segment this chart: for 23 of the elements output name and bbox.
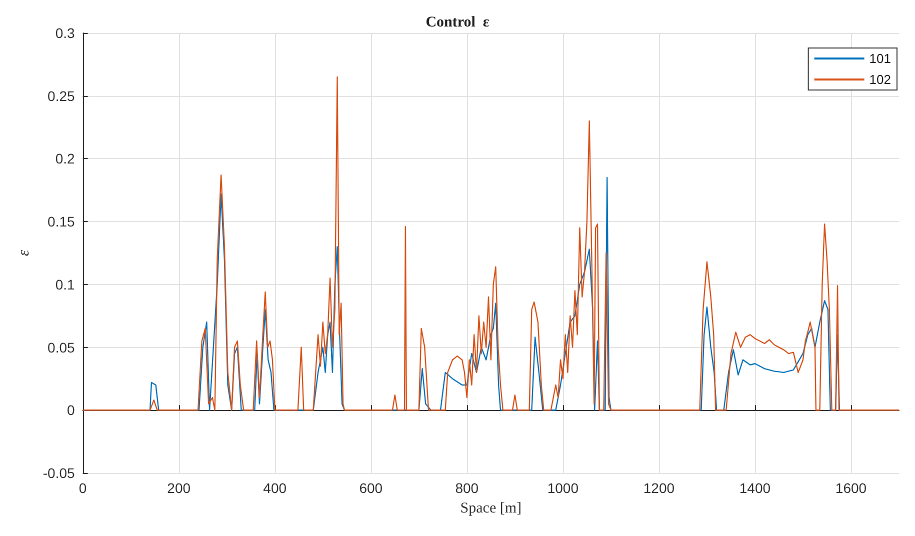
x-tick-label: 200 [167, 480, 191, 496]
x-tick-label: 1600 [835, 480, 867, 496]
y-tick-label: -0.05 [42, 465, 76, 481]
y-tick-label: 0.3 [55, 25, 76, 41]
y-tick-label: 0.05 [48, 339, 76, 356]
x-tick-label: 600 [359, 480, 383, 496]
y-tick-label: 0 [67, 402, 76, 418]
x-tick-label: 400 [263, 480, 287, 496]
y-tick-label: 0.2 [55, 150, 76, 167]
x-tick-label: 1200 [643, 480, 675, 496]
chart-title: Control ε [426, 14, 490, 30]
x-tick-label: 800 [455, 480, 479, 496]
x-tick-label: 0 [78, 480, 87, 496]
y-tick-label: 0.1 [55, 276, 76, 292]
x-axis-title: Space [m] [460, 500, 522, 516]
y-axis-title: ε [16, 249, 32, 256]
y-tick-label: 0.15 [48, 214, 76, 230]
y-tick-label: 0.25 [48, 88, 76, 104]
x-tick-label: 1000 [547, 480, 579, 496]
legend-label: 101 [869, 51, 892, 66]
x-tick-label: 1400 [739, 480, 771, 496]
line-series [82, 76, 900, 411]
legend-label: 102 [869, 72, 892, 87]
